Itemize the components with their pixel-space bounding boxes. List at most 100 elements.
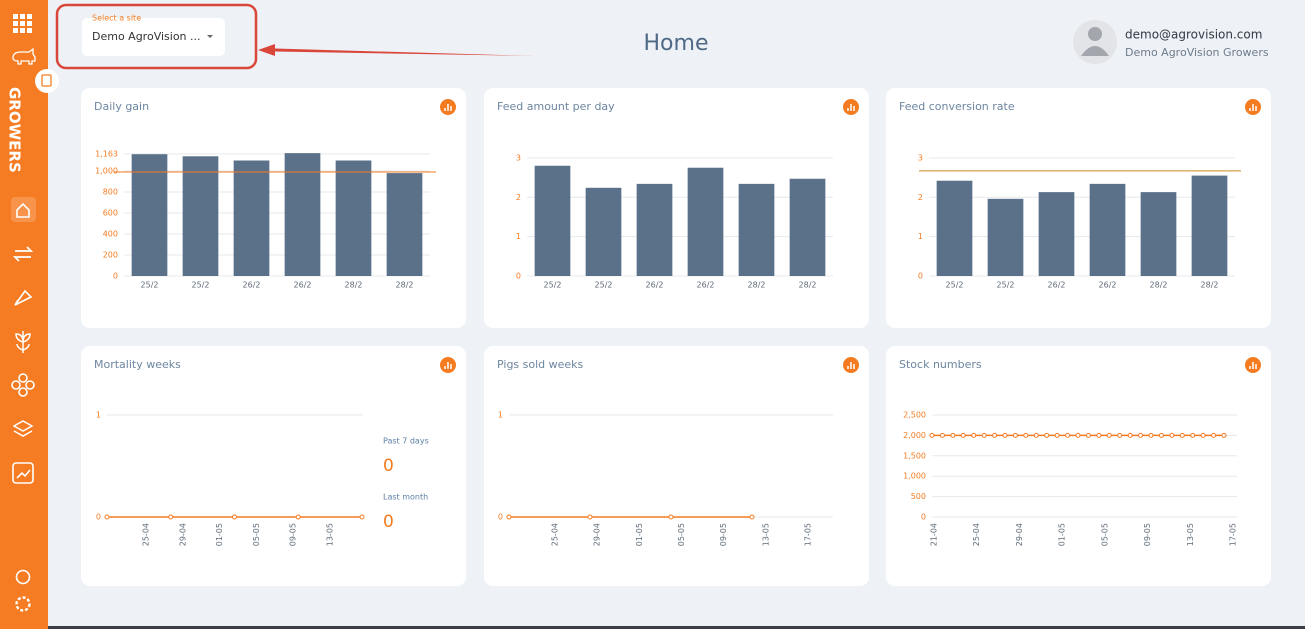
x-tick-label: 25/2 xyxy=(192,281,210,290)
pig-icon[interactable] xyxy=(12,47,36,65)
point xyxy=(587,514,593,520)
point xyxy=(1054,432,1060,438)
point xyxy=(749,514,755,520)
x-tick-label: 05-05 xyxy=(677,523,686,546)
point xyxy=(1002,432,1008,438)
point xyxy=(1190,432,1196,438)
bar xyxy=(1089,183,1126,276)
nav-home-active[interactable] xyxy=(11,197,36,222)
x-tick-label: 17-05 xyxy=(804,523,813,546)
point xyxy=(506,514,512,520)
x-tick-label: 26/2 xyxy=(1099,281,1117,290)
y-tick-label: 0 xyxy=(96,513,101,522)
bar xyxy=(789,178,826,276)
x-tick-label: 26/2 xyxy=(697,281,715,290)
x-tick-label: 25/2 xyxy=(544,281,562,290)
y-tick-label: 2,500 xyxy=(903,411,926,420)
avatar-head xyxy=(1088,27,1102,41)
x-tick-label: 21-04 xyxy=(930,523,939,546)
y-tick-label: 600 xyxy=(103,209,118,218)
chart-card xyxy=(81,346,466,586)
x-tick-label: 17-05 xyxy=(1229,523,1238,546)
bar xyxy=(987,198,1024,276)
point xyxy=(168,514,174,520)
y-tick-label: 1 xyxy=(918,232,923,241)
bar xyxy=(386,173,423,276)
chart-menu-icon xyxy=(444,362,452,369)
point xyxy=(295,514,301,520)
site-select[interactable] xyxy=(82,18,225,56)
bar xyxy=(687,167,724,276)
x-tick-label: 26/2 xyxy=(646,281,664,290)
transfer-icon[interactable] xyxy=(12,246,34,262)
point xyxy=(992,432,998,438)
bar xyxy=(1038,192,1075,276)
stat-value: 0 xyxy=(383,456,394,476)
point xyxy=(1200,432,1206,438)
user-email: demo@agrovision.com xyxy=(1125,28,1262,42)
y-tick-label: 1,000 xyxy=(903,472,926,481)
x-tick-label: 25-04 xyxy=(551,523,560,546)
y-tick-label: 3 xyxy=(918,153,923,162)
y-tick-label: 1 xyxy=(96,411,101,420)
y-tick-label: 3 xyxy=(516,153,521,162)
x-tick-label: 26/2 xyxy=(1048,281,1066,290)
y-tick-label: 500 xyxy=(911,492,926,501)
point xyxy=(668,514,674,520)
chart-menu-icon xyxy=(1249,362,1257,369)
x-tick-label: 05-05 xyxy=(252,523,261,546)
x-tick-label: 28/2 xyxy=(799,281,817,290)
point xyxy=(1044,432,1050,438)
avatar[interactable] xyxy=(1073,20,1117,64)
x-tick-label: 25/2 xyxy=(997,281,1015,290)
x-tick-label: 09-05 xyxy=(289,523,298,546)
y-tick-label: 800 xyxy=(103,188,118,197)
health-icon[interactable] xyxy=(11,373,35,397)
sidebar: GROWERS xyxy=(0,0,59,629)
x-tick-label: 01-05 xyxy=(635,523,644,546)
point xyxy=(950,432,956,438)
y-tick-label: 1 xyxy=(498,411,503,420)
x-tick-label: 05-05 xyxy=(1100,523,1109,546)
bar xyxy=(936,180,973,276)
point xyxy=(939,432,945,438)
help-icon[interactable] xyxy=(15,569,31,585)
avatar-body xyxy=(1081,46,1109,56)
y-tick-label: 0 xyxy=(516,272,521,281)
page-title: Home xyxy=(644,31,709,56)
feed-icon[interactable] xyxy=(14,289,33,306)
settings-icon[interactable] xyxy=(15,596,31,612)
point xyxy=(929,432,935,438)
point xyxy=(1221,432,1227,438)
home-icon xyxy=(16,202,30,218)
stat-label: Past 7 days xyxy=(383,437,429,446)
point xyxy=(232,514,237,520)
point xyxy=(1096,432,1102,438)
x-tick-label: 28/2 xyxy=(345,281,363,290)
bar xyxy=(1191,175,1228,276)
point xyxy=(1127,432,1133,438)
brand: GROWERS xyxy=(6,87,24,173)
apps-icon[interactable] xyxy=(13,14,32,33)
x-tick-label: 28/2 xyxy=(396,281,414,290)
notes-button[interactable] xyxy=(35,69,59,93)
point xyxy=(1065,432,1071,438)
y-tick-label: 0 xyxy=(921,513,926,522)
bar xyxy=(585,187,622,276)
y-tick-label: 200 xyxy=(103,251,118,260)
y-tick-label: 1,000 xyxy=(95,167,118,176)
x-tick-label: 13-05 xyxy=(1186,523,1195,546)
highlight-arrow xyxy=(258,44,535,56)
crop-icon[interactable] xyxy=(15,331,31,353)
bar xyxy=(233,160,270,276)
chart-title: Pigs sold weeks xyxy=(497,358,584,371)
point xyxy=(1075,432,1081,438)
bottom-bar xyxy=(0,626,1305,629)
x-tick-label: 26/2 xyxy=(243,281,261,290)
x-tick-label: 01-05 xyxy=(1058,523,1067,546)
y-tick-label: 2 xyxy=(918,193,923,202)
report-icon[interactable] xyxy=(12,462,34,484)
point xyxy=(1023,432,1029,438)
x-tick-label: 29-04 xyxy=(593,523,602,546)
layers-icon[interactable] xyxy=(12,420,34,437)
